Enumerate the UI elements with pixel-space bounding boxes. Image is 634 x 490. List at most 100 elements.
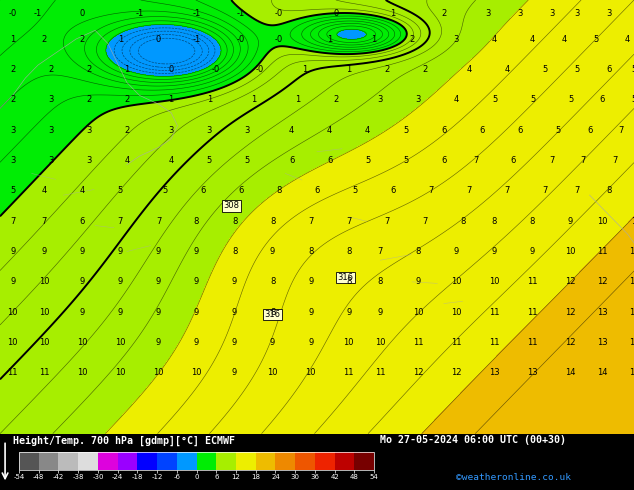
Text: 9: 9	[232, 308, 237, 317]
Text: 7: 7	[619, 125, 624, 135]
Text: 10: 10	[268, 368, 278, 377]
Text: 8: 8	[346, 247, 351, 256]
Text: 2: 2	[124, 125, 129, 135]
Text: 0: 0	[333, 8, 339, 18]
Text: -0: -0	[211, 65, 220, 74]
Text: 9: 9	[42, 247, 47, 256]
Text: 3: 3	[86, 156, 91, 165]
Text: 5: 5	[162, 186, 167, 196]
Text: 1: 1	[302, 65, 307, 74]
Text: 3: 3	[207, 125, 212, 135]
Text: 2: 2	[422, 65, 427, 74]
Text: 8: 8	[232, 247, 237, 256]
Text: 6: 6	[391, 186, 396, 196]
Text: 11: 11	[8, 368, 18, 377]
Text: 3: 3	[48, 95, 53, 104]
Text: 3: 3	[549, 8, 554, 18]
Text: 13: 13	[629, 308, 634, 317]
Text: 8: 8	[530, 217, 535, 226]
Text: 6: 6	[238, 186, 243, 196]
Text: 7: 7	[378, 247, 383, 256]
Text: 5: 5	[631, 95, 634, 104]
Text: 9: 9	[492, 247, 497, 256]
Text: 5: 5	[353, 186, 358, 196]
Text: 9: 9	[194, 247, 199, 256]
Text: 3: 3	[169, 125, 174, 135]
Text: 4: 4	[124, 156, 129, 165]
Text: -1: -1	[236, 8, 245, 18]
Text: 316: 316	[337, 273, 354, 282]
Text: 7: 7	[384, 217, 389, 226]
Text: 3: 3	[48, 125, 53, 135]
Text: 11: 11	[489, 338, 500, 347]
Text: 6: 6	[80, 217, 85, 226]
Text: 10: 10	[375, 338, 385, 347]
Text: 3: 3	[606, 8, 611, 18]
Text: 10: 10	[115, 338, 126, 347]
Text: 4: 4	[169, 156, 174, 165]
Text: 2: 2	[410, 34, 415, 44]
Text: 5: 5	[631, 65, 634, 74]
Text: 11: 11	[344, 368, 354, 377]
Text: 10: 10	[115, 368, 126, 377]
Text: 4: 4	[365, 125, 370, 135]
Text: 7: 7	[10, 217, 15, 226]
Text: 9: 9	[80, 247, 85, 256]
Text: 14: 14	[629, 338, 634, 347]
Text: 10: 10	[306, 368, 316, 377]
Text: 1: 1	[346, 65, 351, 74]
Text: 9: 9	[80, 308, 85, 317]
Text: 10: 10	[344, 338, 354, 347]
Text: 1: 1	[118, 34, 123, 44]
Text: 4: 4	[289, 125, 294, 135]
Text: 6: 6	[600, 95, 605, 104]
Text: 10: 10	[8, 338, 18, 347]
Text: 5: 5	[10, 186, 15, 196]
Text: 9: 9	[10, 277, 15, 286]
Text: 316: 316	[264, 310, 281, 319]
Text: 8: 8	[232, 217, 237, 226]
Text: 2: 2	[333, 95, 339, 104]
Text: 14: 14	[566, 368, 576, 377]
Text: 9: 9	[530, 247, 535, 256]
Text: 4: 4	[505, 65, 510, 74]
Text: 5: 5	[492, 95, 497, 104]
Text: 10: 10	[39, 277, 49, 286]
Text: 12: 12	[566, 338, 576, 347]
Text: Height/Temp. 700 hPa [gdmp][°C] ECMWF: Height/Temp. 700 hPa [gdmp][°C] ECMWF	[13, 435, 235, 445]
Text: 11: 11	[413, 338, 424, 347]
Text: 10: 10	[451, 277, 462, 286]
Text: 7: 7	[308, 217, 313, 226]
Text: 7: 7	[543, 186, 548, 196]
Text: 8: 8	[492, 217, 497, 226]
Text: 1: 1	[124, 65, 129, 74]
Text: 8: 8	[194, 217, 199, 226]
Text: 2: 2	[10, 95, 15, 104]
Text: 4: 4	[562, 34, 567, 44]
Text: 9: 9	[270, 338, 275, 347]
Text: 10: 10	[191, 368, 202, 377]
Text: 7: 7	[42, 217, 47, 226]
Text: 6: 6	[587, 125, 592, 135]
Text: 12: 12	[413, 368, 424, 377]
Text: 9: 9	[568, 217, 573, 226]
Text: 3: 3	[574, 8, 579, 18]
Text: -1: -1	[34, 8, 42, 18]
Text: 9: 9	[346, 308, 351, 317]
Text: 5: 5	[245, 156, 250, 165]
Text: 11: 11	[489, 308, 500, 317]
Text: 9: 9	[270, 247, 275, 256]
Text: -0: -0	[256, 65, 264, 74]
Text: 6: 6	[606, 65, 611, 74]
Text: 7: 7	[549, 156, 554, 165]
Text: 9: 9	[10, 247, 15, 256]
Text: -1: -1	[192, 34, 201, 44]
Text: 9: 9	[308, 277, 313, 286]
Text: 5: 5	[543, 65, 548, 74]
Text: 12: 12	[566, 308, 576, 317]
Text: 11: 11	[597, 247, 607, 256]
Text: 0: 0	[156, 34, 161, 44]
Text: 1: 1	[391, 8, 396, 18]
Text: 8: 8	[308, 247, 313, 256]
Text: 9: 9	[194, 338, 199, 347]
